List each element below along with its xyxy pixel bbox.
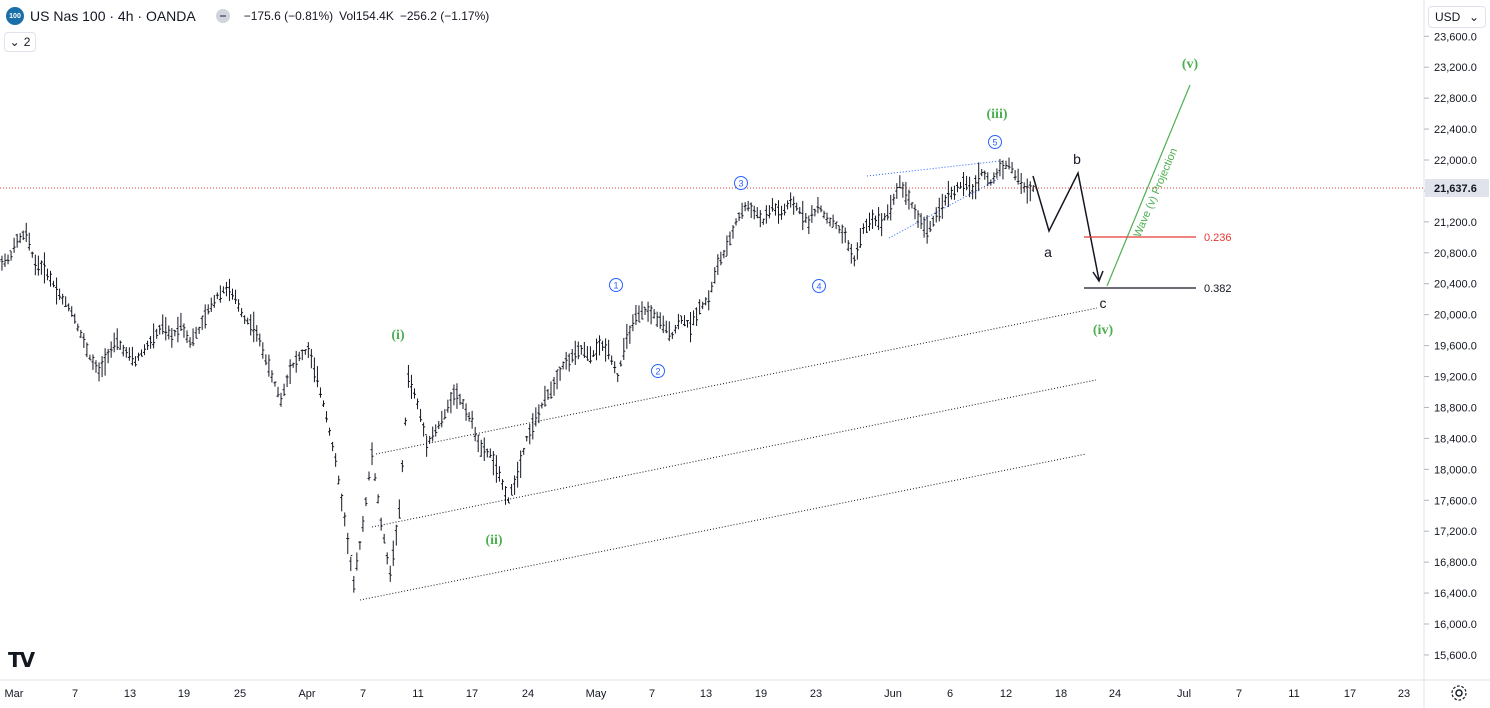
- time-tick-label: Jun: [884, 688, 902, 700]
- wave-v-projection-line: [1106, 84, 1191, 287]
- wave-label-black: a: [1044, 244, 1052, 260]
- price-tick-label: 23,600.0: [1434, 31, 1477, 43]
- time-tick-label: Apr: [298, 688, 315, 700]
- tradingview-logo: TV: [8, 648, 35, 672]
- price-tick-label: 22,400.0: [1434, 124, 1477, 136]
- time-tick-label: 17: [466, 688, 478, 700]
- channel-line: [371, 379, 1097, 528]
- last-price-badge: [1425, 179, 1489, 198]
- abc-projection-path: [1032, 170, 1100, 281]
- price-tick-label: 17,200.0: [1434, 526, 1477, 538]
- wave-circle-icon: [734, 176, 748, 190]
- currency-select[interactable]: USD ⌄: [1428, 6, 1486, 28]
- time-tick-label: 23: [810, 688, 822, 700]
- time-tick-label: 24: [1109, 688, 1121, 700]
- projection-label: Wave (v) Projection: [1132, 147, 1180, 240]
- price-tick-label: 18,400.0: [1434, 433, 1477, 445]
- wave-circle-icon: [812, 279, 826, 293]
- time-tick-label: 17: [1344, 688, 1356, 700]
- time-tick-label: 13: [700, 688, 712, 700]
- price-tick-label: 20,400.0: [1434, 279, 1477, 291]
- chevron-down-icon: ⌄: [9, 35, 20, 49]
- wave-label-blue: 3: [738, 179, 743, 189]
- volume-change: −256.2 (−1.17%): [399, 9, 490, 23]
- time-tick-label: 25: [234, 688, 246, 700]
- last-price-label: 21,637.6: [1434, 183, 1477, 195]
- gear-icon[interactable]: [1450, 684, 1468, 702]
- currency-label: USD: [1435, 10, 1461, 24]
- time-tick-label: 24: [522, 688, 534, 700]
- time-tick-label: 11: [412, 688, 423, 700]
- price-tick-label: 22,800.0: [1434, 93, 1477, 105]
- wave-label-green: (i): [391, 328, 405, 343]
- price-tick-label: 20,000.0: [1434, 310, 1477, 322]
- price-tick-label: 18,800.0: [1434, 402, 1477, 414]
- chevron-down-icon: ⌄: [1468, 10, 1479, 24]
- price-change: −175.6 (−0.81%): [243, 9, 334, 23]
- wave-label-green: (ii): [485, 533, 502, 548]
- time-tick-label: 7: [649, 688, 655, 700]
- price-tick-label: 19,200.0: [1434, 372, 1477, 384]
- wedge-lower-line: [888, 177, 1001, 239]
- price-tick-label: 20,800.0: [1434, 248, 1477, 260]
- price-tick-label: 19,600.0: [1434, 341, 1477, 353]
- fib-label: 0.382: [1204, 283, 1232, 295]
- time-tick-label: 18: [1055, 688, 1067, 700]
- wedge-upper-line: [866, 160, 1001, 177]
- price-tick-label: 16,800.0: [1434, 557, 1477, 569]
- wave-label-blue: 1: [613, 281, 618, 291]
- time-tick-label: 23: [1398, 688, 1410, 700]
- time-tick-label: Jul: [1177, 688, 1191, 700]
- price-tick-label: 15,600.0: [1434, 650, 1477, 662]
- wave-label-blue: 2: [655, 367, 660, 377]
- minus-icon[interactable]: [215, 9, 230, 23]
- wave-label-blue: 4: [816, 282, 821, 292]
- price-tick-label: 16,000.0: [1434, 619, 1477, 631]
- channel-line: [375, 307, 1098, 455]
- price-tick-label: 16,400.0: [1434, 588, 1477, 600]
- time-tick-label: 11: [1288, 688, 1299, 700]
- fib-label: 0.236: [1204, 232, 1232, 244]
- volume: Vol154.4K: [339, 9, 394, 23]
- price-tick-label: 21,200.0: [1434, 217, 1477, 229]
- chart-header: 100 US Nas 100 · 4h · OANDA −175.6 (−0.8…: [6, 6, 489, 26]
- price-tick-label: 18,000.0: [1434, 464, 1477, 476]
- symbol-badge-icon: 100: [6, 7, 24, 25]
- wave-circle-icon: [988, 135, 1002, 149]
- wave-label-green: (v): [1182, 57, 1199, 72]
- price-tick-label: 17,600.0: [1434, 495, 1477, 507]
- indicator-collapse-button[interactable]: ⌄ 2: [4, 32, 36, 52]
- indicator-count: 2: [23, 35, 31, 49]
- time-tick-label: 6: [947, 688, 953, 700]
- time-tick-label: 7: [360, 688, 366, 700]
- time-tick-label: 13: [124, 688, 136, 700]
- arrow-head-icon: [1092, 270, 1104, 283]
- price-tick-label: 23,200.0: [1434, 62, 1477, 74]
- wave-label-blue: 5: [992, 138, 997, 148]
- symbol-title[interactable]: US Nas 100 · 4h · OANDA: [30, 8, 196, 24]
- time-tick-label: 7: [72, 688, 78, 700]
- wave-label-black: b: [1073, 151, 1081, 167]
- time-tick-label: 12: [1000, 688, 1012, 700]
- price-tick-label: 22,000.0: [1434, 155, 1477, 167]
- time-tick-label: 19: [755, 688, 767, 700]
- wave-circle-icon: [651, 364, 665, 378]
- time-tick-label: Mar: [5, 688, 24, 700]
- time-tick-label: May: [586, 688, 607, 700]
- wave-label-green: (iv): [1093, 323, 1114, 338]
- time-tick-label: 7: [1236, 688, 1242, 700]
- wave-circle-icon: [609, 278, 623, 292]
- wave-label-green: (iii): [987, 107, 1008, 122]
- channel-line: [359, 453, 1087, 601]
- time-tick-label: 19: [178, 688, 190, 700]
- wave-label-black: c: [1100, 295, 1107, 311]
